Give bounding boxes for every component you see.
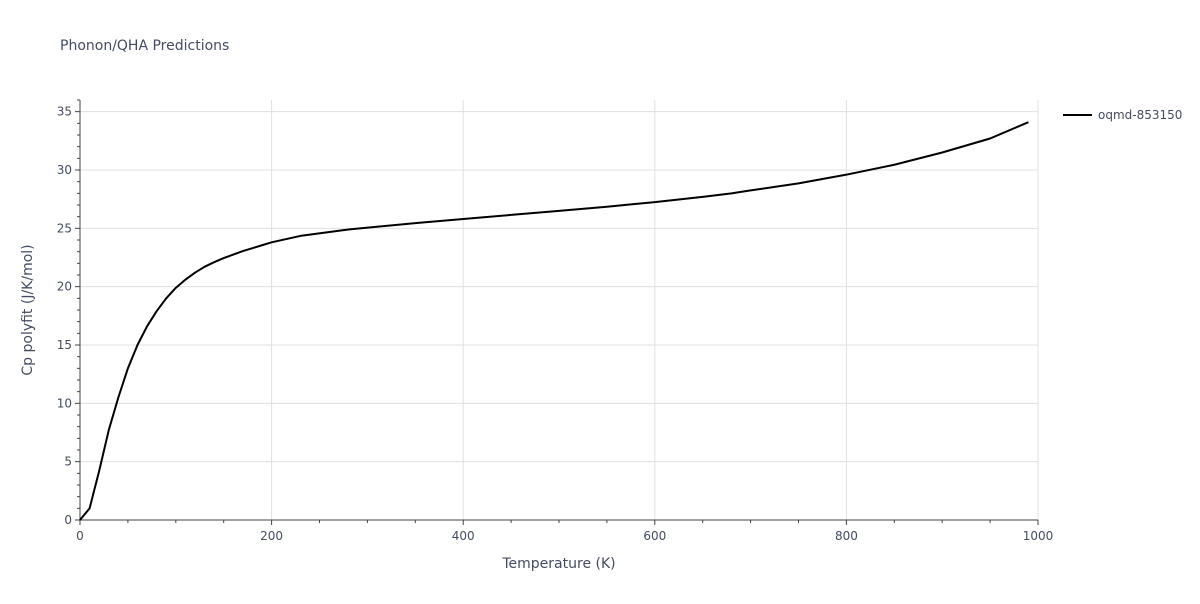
axis-layer: 0 5 10 15 20 25 30 35 0 200 400 600 800 1000 (57, 99, 1054, 543)
x-tick-label: 1000 (1023, 529, 1054, 543)
x-tick-label: 200 (260, 529, 283, 543)
x-tick-label: 800 (835, 529, 858, 543)
grid-layer (80, 100, 1039, 520)
y-tick-label: 20 (57, 280, 72, 294)
x-tick-label: 0 (76, 529, 84, 543)
y-tick-label: 25 (57, 221, 72, 235)
y-tick-label: 15 (57, 338, 72, 352)
series-layer (79, 121, 1029, 521)
legend-label: oqmd-853150 (1098, 108, 1182, 122)
series-line[interactable] (79, 121, 1029, 521)
chart-title: Phonon/QHA Predictions (60, 38, 229, 54)
x-axis-title: Temperature (K) (501, 556, 615, 572)
x-tick-label: 600 (643, 529, 666, 543)
y-tick-label: 30 (57, 163, 72, 177)
y-tick-label: 35 (57, 105, 72, 119)
x-tick-label: 400 (452, 529, 475, 543)
legend[interactable]: oqmd-853150 (1063, 108, 1182, 122)
y-axis-title: Cp polyfit (J/K/mol) (20, 244, 36, 375)
y-tick-label: 0 (64, 513, 72, 527)
y-tick-label: 5 (64, 455, 72, 469)
y-tick-label: 10 (57, 396, 72, 410)
